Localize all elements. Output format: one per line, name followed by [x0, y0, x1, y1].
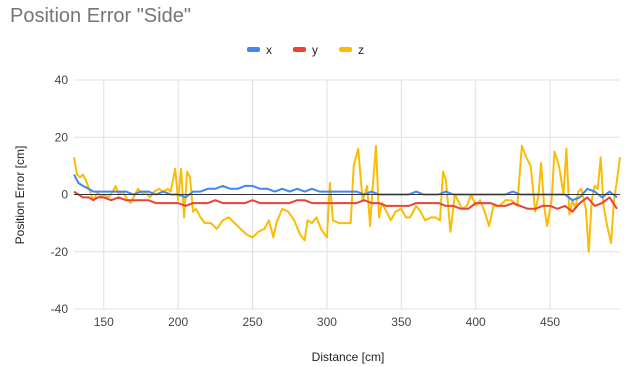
chart-axes: -40 -20 0 20 40 150 200 250 300 350 400 450 [51, 73, 620, 329]
x-tick-label: 200 [168, 315, 188, 329]
legend-label-z: z [358, 43, 364, 57]
series-line-y [73, 190, 618, 213]
x-tick-label: 450 [540, 315, 560, 329]
x-tick-label: 400 [466, 315, 486, 329]
x-axis-title: Distance [cm] [312, 350, 385, 364]
chart-title: Position Error "Side" [10, 5, 191, 27]
chart-series [73, 144, 621, 253]
legend-swatch-x [247, 47, 260, 52]
x-tick-label: 250 [243, 315, 263, 329]
y-tick-label: 40 [55, 73, 69, 87]
x-tick-label: 300 [317, 315, 337, 329]
y-tick-label: 20 [55, 130, 69, 144]
legend-swatch-y [293, 47, 306, 52]
chart-legend: x y z [247, 43, 364, 57]
x-tick-label: 350 [391, 315, 411, 329]
y-tick-label: 0 [61, 188, 68, 202]
x-tick-label: 150 [94, 315, 114, 329]
y-axis-title: Position Error [cm] [13, 146, 27, 245]
y-tick-label: -20 [51, 245, 69, 259]
legend-label-y: y [312, 43, 318, 57]
legend-label-x: x [266, 43, 272, 57]
y-tick-label: -40 [51, 302, 69, 316]
legend-swatch-z [339, 47, 352, 52]
series-line-x [73, 174, 618, 202]
series-line-z [73, 144, 621, 253]
